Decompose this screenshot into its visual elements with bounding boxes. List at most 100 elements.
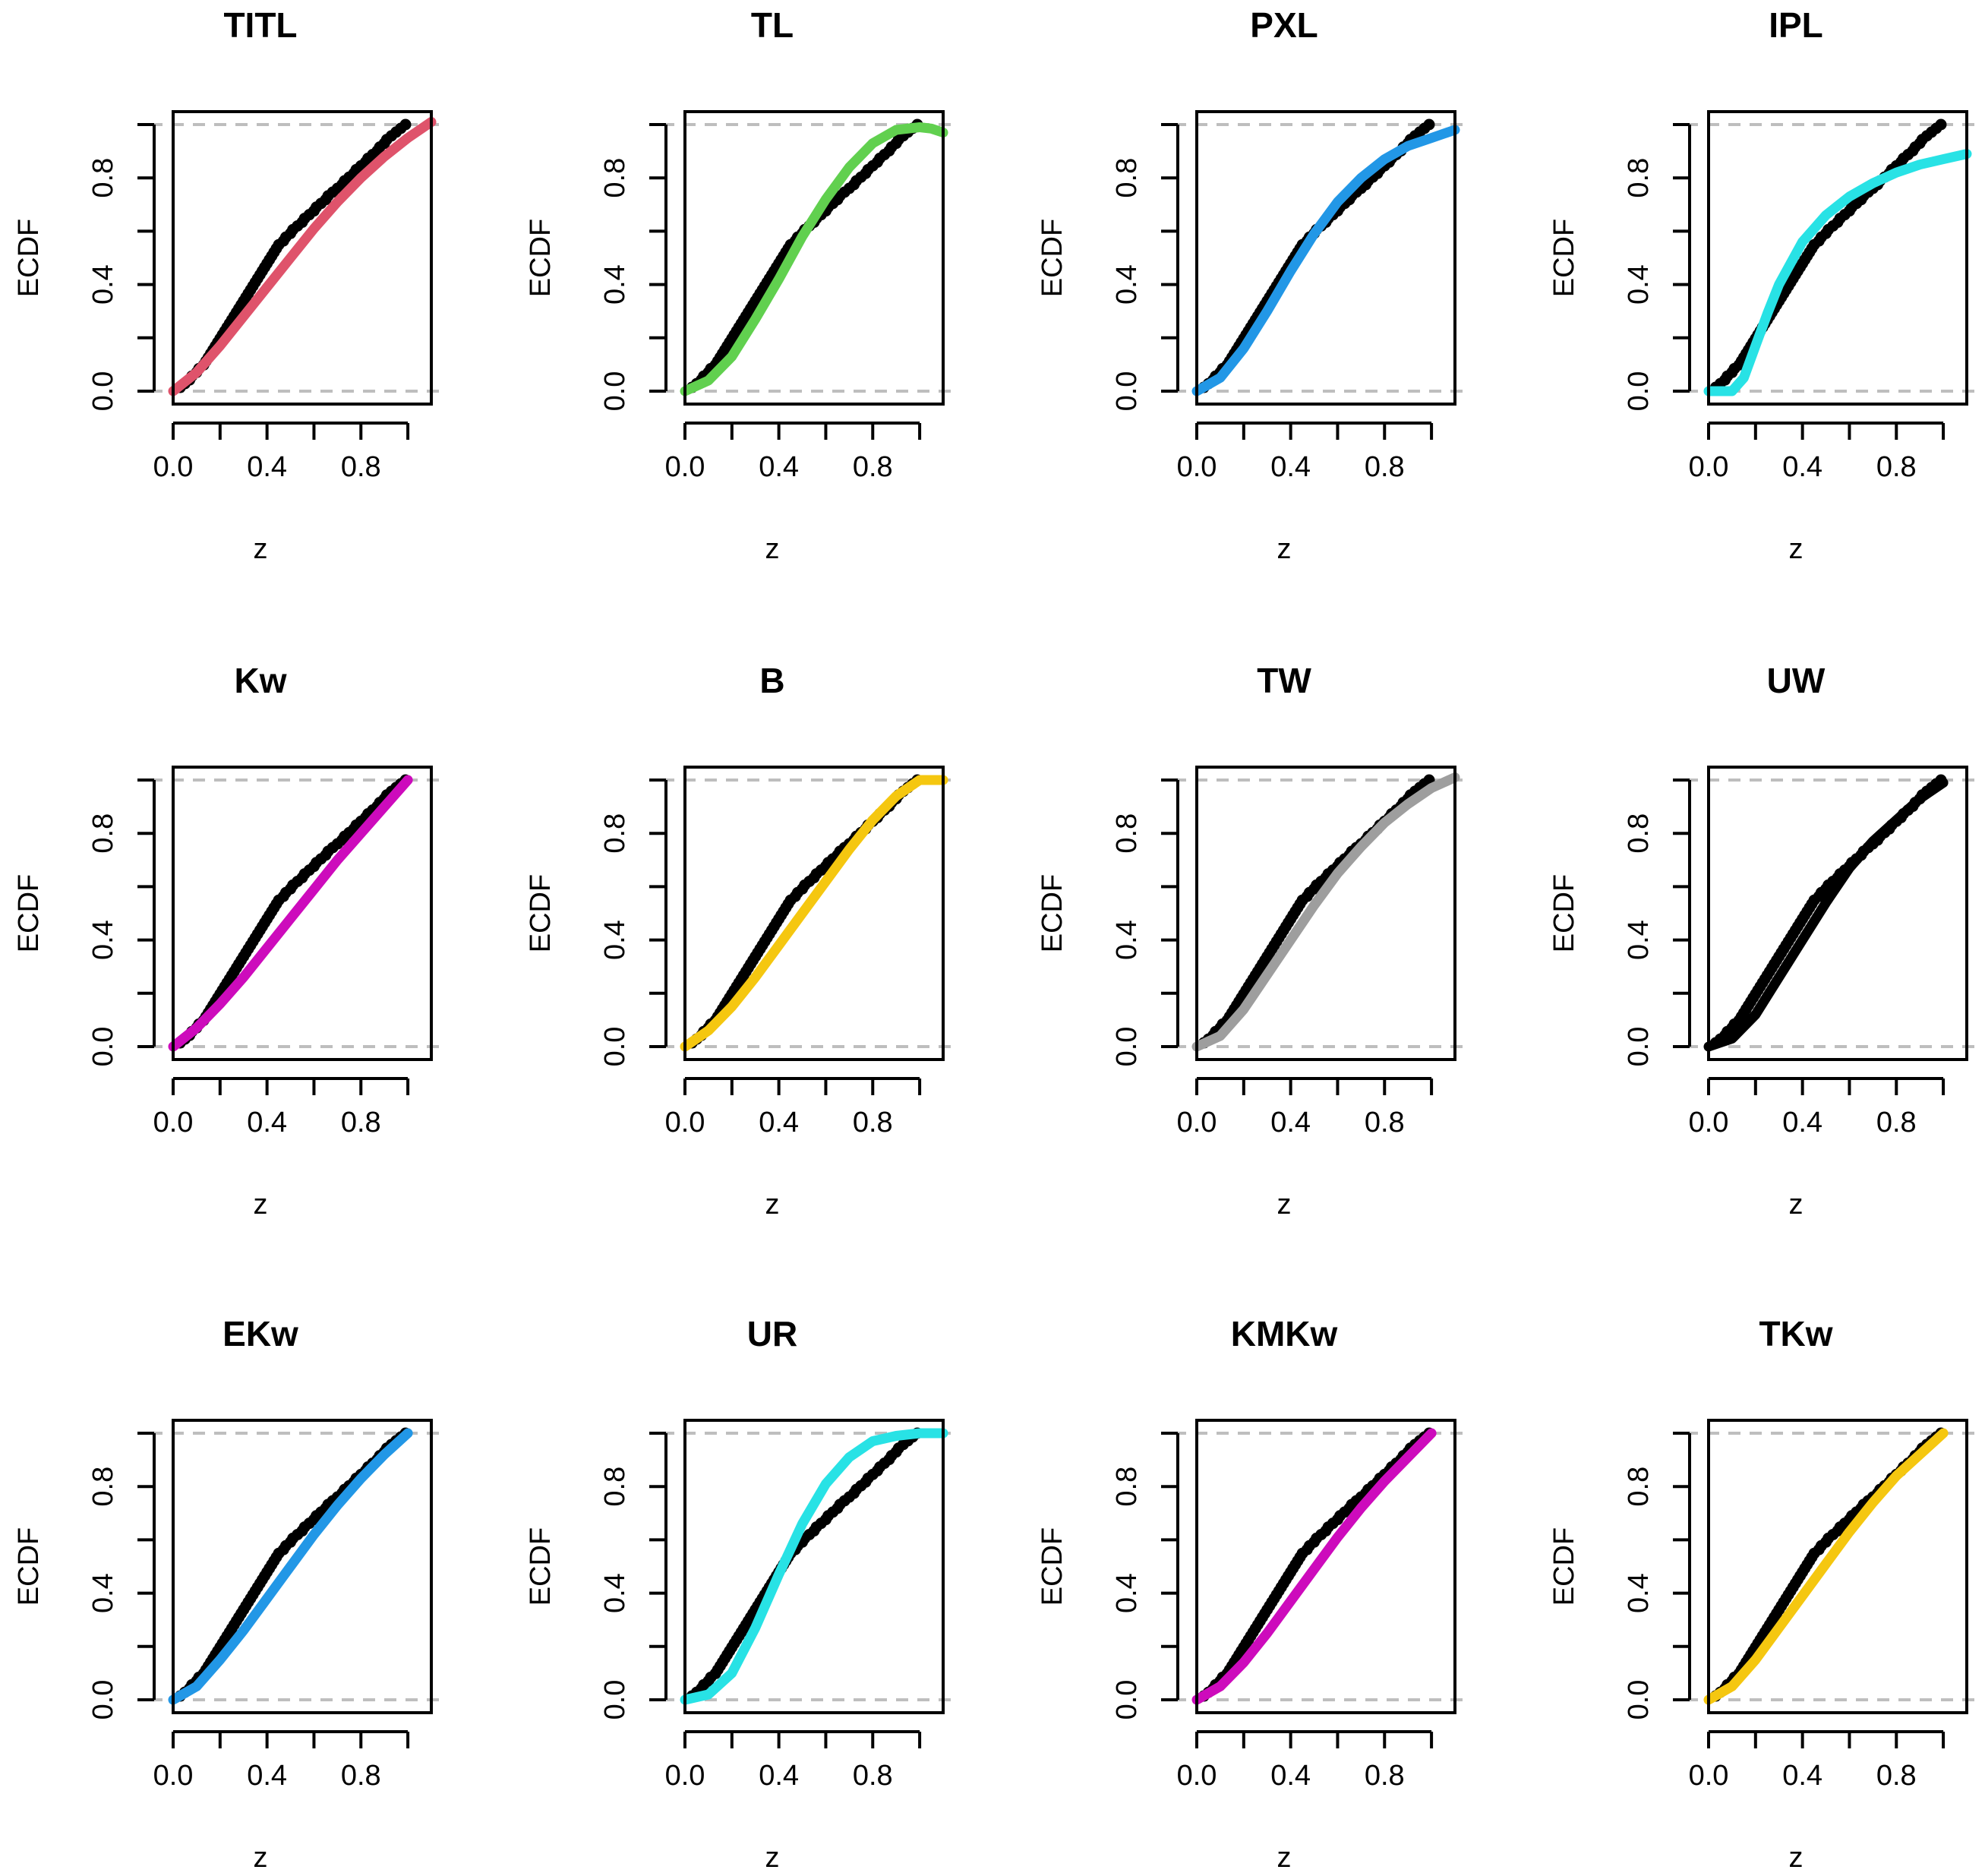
fitted-cdf-line (1703, 1428, 1949, 1705)
fitted-cdf-line (680, 775, 948, 1052)
fitted-cdf-line (168, 775, 413, 1052)
y-tick-label: 0.4 (1111, 920, 1143, 960)
y-axis-label: ECDF (1548, 219, 1580, 297)
y-tick-label: 0.4 (599, 920, 631, 960)
plot-frame (1195, 766, 1456, 1061)
y-tick-label: 0.8 (599, 813, 631, 854)
panel-tkw: TKw 0.0 0.4 0.8 z 0.0 0.4 0.8 ECDF (1548, 1314, 1982, 1874)
x-tick-label: 0.4 (1270, 451, 1311, 483)
plot-frame (683, 766, 945, 1061)
x-tick-label: 0.8 (1876, 1760, 1917, 1792)
x-tick-label: 0.4 (247, 451, 287, 483)
y-tick-label: 0.4 (1111, 1573, 1143, 1613)
x-axis-label: z (1277, 533, 1292, 565)
y-axis-label: ECDF (13, 219, 45, 297)
y-tick-label: 0.0 (1623, 1680, 1655, 1720)
x-tick-label: 0.0 (1689, 1107, 1729, 1139)
panel-title: PXL (1250, 5, 1318, 45)
x-axis-label: z (765, 1189, 780, 1221)
y-tick-label: 0.0 (87, 1027, 119, 1067)
panel-uw: UW 0.0 0.4 0.8 z 0.0 0.4 0.8 ECDF (1548, 661, 1982, 1221)
panel-b: B 0.0 0.4 0.8 z 0.0 0.4 0.8 ECDF (525, 661, 958, 1221)
x-axis-label: z (1789, 533, 1804, 565)
ecdf-point (399, 118, 412, 131)
y-tick-label: 0.0 (1623, 1027, 1655, 1067)
panel-ur: UR 0.0 0.4 0.8 z 0.0 0.4 0.8 ECDF (525, 1314, 958, 1874)
x-axis-label: z (1277, 1189, 1292, 1221)
x-tick-label: 0.0 (1177, 1760, 1217, 1792)
fitted-cdf-line (680, 122, 948, 396)
x-tick-label: 0.0 (1689, 451, 1729, 483)
y-tick-label: 0.0 (599, 1027, 631, 1067)
x-tick-label: 0.8 (341, 451, 381, 483)
y-tick-label: 0.4 (1623, 264, 1655, 305)
panel-title: TL (751, 5, 794, 45)
y-tick-label: 0.8 (1111, 813, 1143, 854)
x-axis-label: z (254, 1189, 268, 1221)
x-tick-label: 0.0 (665, 1107, 705, 1139)
x-tick-label: 0.0 (1689, 1760, 1729, 1792)
y-axis-label: ECDF (525, 1527, 557, 1606)
x-axis-label: z (254, 533, 268, 565)
y-tick-label: 0.0 (1111, 1027, 1143, 1067)
x-axis-label: z (765, 533, 780, 565)
x-axis-label: z (1277, 1842, 1292, 1874)
y-tick-label: 0.0 (599, 1680, 631, 1720)
y-axis-label: ECDF (13, 874, 45, 952)
plot-frame (683, 1419, 945, 1714)
fitted-cdf-line (1191, 772, 1460, 1052)
plot-frame (1707, 1419, 1968, 1714)
panel-titl: TITL 0.0 0.4 0.8 z 0.0 0.4 0.8 ECDF (13, 5, 447, 565)
y-tick-label: 0.8 (1623, 813, 1655, 854)
y-tick-label: 0.0 (1623, 371, 1655, 412)
panel-pxl: PXL 0.0 0.4 0.8 z 0.0 0.4 0.8 ECDF (1037, 5, 1470, 565)
x-tick-label: 0.0 (665, 451, 705, 483)
y-axis-label: ECDF (1037, 219, 1068, 297)
y-axis-label: ECDF (525, 219, 557, 297)
x-tick-label: 0.8 (1365, 1107, 1405, 1139)
fitted-cdf-line (1191, 125, 1460, 396)
panel-title: UW (1767, 661, 1826, 700)
y-tick-label: 0.8 (599, 1467, 631, 1507)
y-tick-label: 0.8 (1111, 1467, 1143, 1507)
panel-tw: TW 0.0 0.4 0.8 z 0.0 0.4 0.8 ECDF (1037, 661, 1470, 1221)
panel-kmkw: KMKw 0.0 0.4 0.8 z 0.0 0.4 0.8 ECDF (1037, 1314, 1470, 1874)
y-tick-label: 0.8 (87, 813, 119, 854)
x-tick-label: 0.8 (853, 1107, 893, 1139)
panel-ipl: IPL 0.0 0.4 0.8 z 0.0 0.4 0.8 ECDF (1548, 5, 1982, 565)
x-tick-label: 0.0 (153, 1107, 194, 1139)
y-tick-label: 0.0 (1111, 1680, 1143, 1720)
y-tick-label: 0.0 (87, 371, 119, 412)
y-tick-label: 0.4 (599, 1573, 631, 1613)
y-tick-label: 0.8 (1623, 1467, 1655, 1507)
panel-title: TW (1257, 661, 1311, 700)
x-tick-label: 0.0 (665, 1760, 705, 1792)
y-tick-label: 0.4 (1623, 920, 1655, 960)
ecdf-point (1423, 118, 1435, 131)
fitted-cdf-line (168, 117, 437, 396)
fitted-cdf-line (168, 1428, 413, 1705)
y-tick-label: 0.0 (599, 371, 631, 412)
fitted-cdf-line (680, 1428, 948, 1705)
y-axis-label: ECDF (1037, 1527, 1068, 1606)
plot-frame (1195, 1419, 1456, 1714)
x-tick-label: 0.8 (1876, 451, 1917, 483)
x-axis-label: z (765, 1842, 780, 1874)
x-tick-label: 0.8 (1365, 451, 1405, 483)
y-tick-label: 0.0 (1111, 371, 1143, 412)
x-tick-label: 0.0 (1177, 451, 1217, 483)
x-tick-label: 0.8 (341, 1760, 381, 1792)
y-tick-label: 0.4 (599, 264, 631, 305)
y-tick-label: 0.4 (1111, 264, 1143, 305)
y-tick-label: 0.4 (1623, 1573, 1655, 1613)
plot-frame (172, 1419, 433, 1714)
y-tick-label: 0.8 (87, 158, 119, 198)
plot-frame (172, 766, 433, 1061)
x-tick-label: 0.4 (759, 1107, 799, 1139)
x-tick-label: 0.4 (1782, 1760, 1822, 1792)
plot-frame (1707, 110, 1968, 406)
y-tick-label: 0.4 (87, 264, 119, 305)
x-tick-label: 0.0 (153, 451, 194, 483)
panel-title: IPL (1769, 5, 1823, 45)
